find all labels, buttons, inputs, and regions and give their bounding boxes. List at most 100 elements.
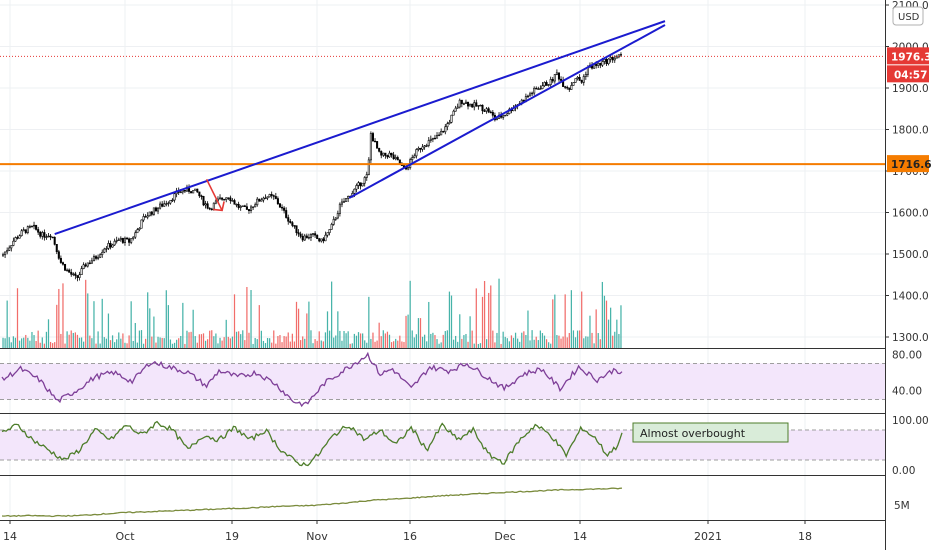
candle-down [491, 112, 494, 116]
candle-up [173, 193, 176, 201]
volume-bar [281, 342, 283, 348]
volume-bar [370, 338, 372, 348]
volume-bar [434, 335, 436, 348]
volume-bar [225, 319, 227, 348]
volume-bar [341, 340, 343, 348]
candle-down [128, 238, 131, 243]
volume-bar [97, 331, 99, 348]
volume-bar [122, 333, 124, 348]
candle-up [363, 177, 366, 184]
volume-bar [457, 341, 459, 348]
volume-bar [490, 285, 492, 348]
stochastic-pane[interactable]: Almost overbought [0, 420, 885, 467]
candle-up [328, 229, 331, 233]
candle-up [231, 200, 234, 202]
volume-bar [432, 332, 434, 348]
price-tick-label: 1400.0 [892, 291, 929, 303]
volume-bar [517, 338, 519, 348]
volume-bar [111, 335, 114, 348]
candle-up [194, 188, 197, 191]
candle-up [6, 250, 9, 253]
candle-up [262, 197, 265, 201]
volume-bar [45, 331, 48, 348]
price-candles [2, 52, 622, 282]
candle-up [469, 103, 472, 107]
candle-up [117, 239, 120, 241]
candle-up [345, 198, 348, 202]
volume-bar [120, 338, 122, 348]
candle-down [301, 236, 304, 241]
candle-up [119, 237, 122, 241]
volume-bar [23, 337, 25, 348]
candle-down [35, 224, 38, 230]
volume-bar [109, 340, 112, 348]
volume-bar [473, 343, 475, 348]
candle-down [126, 237, 129, 240]
volume-bar [64, 343, 66, 348]
volume-bar [510, 335, 513, 348]
volume-bar [157, 336, 159, 348]
volume-bar [504, 336, 506, 348]
x-tick-label: Nov [306, 530, 328, 543]
candle-up [613, 57, 616, 61]
volume-bar [99, 343, 101, 348]
candle-down [396, 157, 399, 161]
candle-down [84, 264, 87, 267]
volume-bar [595, 309, 597, 348]
candle-up [171, 199, 174, 202]
candle-up [454, 107, 457, 112]
candle-up [72, 273, 75, 275]
candle-up [45, 236, 48, 238]
volume-bar [6, 300, 8, 348]
volume-bar [430, 333, 432, 348]
volume-bar [283, 336, 285, 348]
candle-up [336, 213, 339, 219]
volume-bar [252, 343, 254, 348]
obv-pane[interactable] [1, 487, 623, 518]
volume-bar [238, 331, 240, 348]
countdown-badge [887, 65, 929, 83]
volume-bar [83, 341, 85, 348]
volume-bar [128, 335, 130, 348]
candle-up [607, 58, 610, 65]
candle-down [274, 196, 277, 199]
volume-bar [56, 304, 58, 348]
candle-up [440, 130, 443, 136]
volume-bar [452, 339, 455, 348]
volume-bar [260, 330, 262, 348]
volume-bar [442, 334, 444, 348]
candle-up [456, 106, 459, 109]
candle-up [103, 248, 106, 253]
rsi-pane[interactable] [0, 351, 885, 408]
candle-up [239, 206, 242, 208]
volume-bar [502, 331, 504, 348]
candle-down [605, 59, 608, 65]
stoch-tick-label: 0.00 [892, 465, 915, 477]
volume-bar [182, 302, 184, 348]
candle-up [268, 194, 271, 198]
volume-bar [287, 332, 289, 348]
countdown-label: 04:57 [894, 69, 927, 81]
volume-bar [500, 343, 502, 348]
volume-bar [180, 335, 182, 348]
volume-bar [254, 337, 256, 348]
volume-bar [496, 332, 498, 348]
candle-up [86, 262, 89, 267]
candle-up [417, 147, 420, 150]
candle-down [359, 182, 362, 187]
volume-bar [407, 314, 409, 348]
volume-bar [556, 335, 558, 348]
volume-bar [548, 342, 550, 348]
candle-down [380, 151, 383, 156]
volume-bar [614, 331, 616, 348]
volume-bar [25, 334, 27, 348]
candle-up [22, 229, 25, 232]
volume-bar [574, 337, 577, 348]
volume-bar [486, 339, 488, 348]
volume-bar [572, 330, 575, 348]
candle-up [138, 227, 141, 230]
red-arrow-head [213, 201, 225, 212]
volume-bar [357, 332, 360, 348]
